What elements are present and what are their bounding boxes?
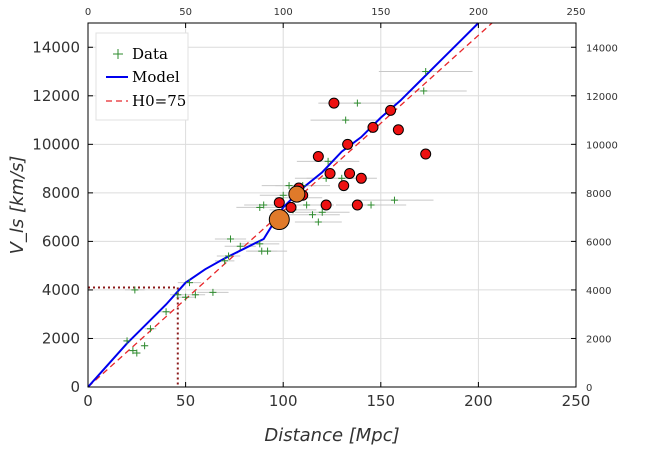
data-point-9	[186, 279, 194, 287]
data-point-33	[342, 116, 350, 124]
top-tick-label-0: 0	[85, 7, 91, 18]
highlight-point-5	[312, 150, 324, 162]
data-point-20	[260, 201, 268, 209]
data-point-17	[258, 247, 266, 255]
data-point-14	[226, 235, 234, 243]
right-tick-label-4: 8000	[586, 189, 611, 200]
data-point-0	[123, 337, 131, 345]
data-point-5	[146, 325, 154, 333]
data-point-12	[221, 257, 229, 265]
data-point-31	[324, 157, 332, 165]
data-point-11	[209, 288, 217, 296]
highlight-point-0	[273, 197, 285, 209]
data-point-29	[318, 208, 326, 216]
legend-data-marker	[113, 49, 123, 59]
highlight-point-9	[338, 180, 350, 192]
x-tick-label-5: 250	[562, 392, 591, 410]
data-point-6	[162, 308, 170, 316]
data-point-26	[303, 201, 311, 209]
dotted-guide	[88, 286, 179, 387]
y-tick-label-7: 14000	[32, 38, 80, 56]
right-tick-label-7: 14000	[586, 43, 618, 54]
right-tick-label-5: 10000	[586, 140, 618, 151]
data-point-16	[256, 240, 264, 248]
highlight-point-10	[342, 138, 354, 150]
legend: Data Model H0=75	[95, 32, 189, 121]
right-tick-label-3: 6000	[586, 237, 611, 248]
x-tick-label-0: 0	[83, 392, 93, 410]
data-point-2	[133, 349, 141, 357]
right-tick-label-6: 12000	[586, 92, 618, 103]
data-point-8	[182, 293, 190, 301]
y-tick-label-5: 10000	[32, 135, 80, 153]
highlight-point-15	[385, 104, 397, 116]
data-point-34	[353, 99, 361, 107]
highlight-point-13	[355, 172, 367, 184]
y-tick-label-1: 2000	[42, 329, 80, 347]
highlight-point-14	[367, 121, 379, 133]
model-line	[87, 22, 480, 388]
data-point-27	[308, 211, 316, 219]
highlight-point-8	[328, 97, 340, 109]
data-point-4	[141, 342, 149, 350]
data-point-7	[174, 291, 182, 299]
data-point-38	[422, 68, 430, 76]
axis-ticks	[87, 23, 577, 388]
legend-model-label: Model	[132, 68, 180, 86]
x-axis-label: Distance [Mpc]	[264, 425, 399, 446]
data-point-35	[367, 201, 375, 209]
right-tick-label-2: 4000	[586, 286, 611, 297]
data-point-19	[256, 203, 264, 211]
highlight-point-12	[351, 199, 363, 211]
data-point-37	[420, 87, 428, 95]
big-point-1	[288, 185, 306, 203]
plot-frame	[87, 22, 577, 388]
top-tick-label-3: 150	[371, 7, 390, 18]
y-axis-label: V_ls [km/s]	[7, 156, 28, 255]
data-point-10	[191, 291, 199, 299]
data-point-18	[264, 247, 272, 255]
big-points	[268, 185, 306, 231]
data-point-36	[390, 196, 398, 204]
y-tick-label-0: 0	[70, 378, 80, 396]
x-tick-label-2: 100	[269, 392, 298, 410]
highlight-point-1	[285, 201, 297, 213]
data-point-1	[129, 347, 137, 355]
x-tick-label-4: 200	[464, 392, 493, 410]
highlight-point-6	[320, 199, 332, 211]
data-point-15	[236, 242, 244, 250]
right-tick-label-0: 0	[586, 383, 592, 394]
highlight-point-17	[420, 148, 432, 160]
y-tick-label-2: 4000	[42, 281, 80, 299]
y-tick-label-6: 12000	[32, 87, 80, 105]
legend-data-label: Data	[132, 45, 168, 63]
legend-h0-label: H0=75	[132, 92, 186, 110]
data-point-22	[285, 182, 293, 190]
y-tick-label-3: 6000	[42, 232, 80, 250]
top-tick-label-4: 200	[469, 7, 488, 18]
right-tick-label-1: 2000	[586, 334, 611, 345]
highlight-point-7	[324, 167, 336, 179]
top-tick-label-1: 50	[179, 7, 192, 18]
highlight-point-11	[344, 167, 356, 179]
data-point-28	[314, 218, 322, 226]
top-tick-label-5: 250	[566, 7, 585, 18]
top-tick-label-2: 100	[274, 7, 293, 18]
highlight-point-16	[392, 124, 404, 136]
y-tick-label-4: 8000	[42, 184, 80, 202]
data-point-3	[131, 286, 139, 294]
x-tick-label-1: 50	[176, 392, 195, 410]
data-point-13	[225, 252, 233, 260]
x-tick-label-3: 150	[366, 392, 395, 410]
data-point-21	[279, 191, 287, 199]
big-point-0	[268, 209, 290, 231]
